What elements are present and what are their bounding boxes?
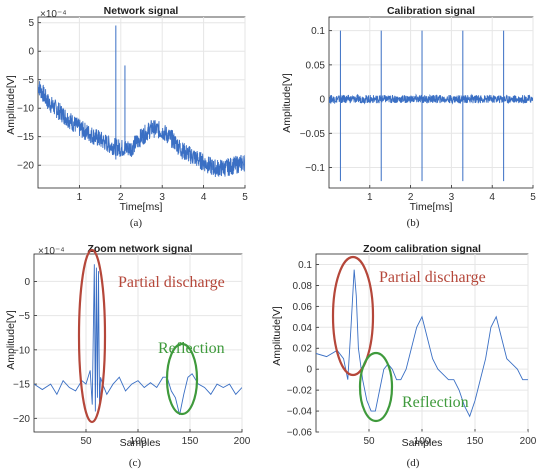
- partial-discharge-ellipse-d: [331, 255, 375, 377]
- reflection-ellipse-d: [358, 351, 394, 423]
- partial-discharge-label-d: Partial discharge: [379, 269, 486, 286]
- panel-c-xtick-label: 150: [182, 436, 199, 447]
- panel-a-ylabel: Amplitude[V]: [5, 75, 17, 135]
- reflection-label-c: Reflection: [158, 340, 225, 357]
- panel-b-ytick-label: 0.05: [306, 60, 326, 71]
- panel-d-ytick-label: 0.08: [293, 281, 313, 292]
- panel-d-signal: [316, 269, 528, 418]
- panel-a-exponent: ×10⁻⁴: [40, 9, 67, 20]
- panel-d-ytick-label: −0.04: [287, 407, 313, 418]
- panel-a-ytick-label: 5: [28, 18, 34, 29]
- panel-b-ytick-label: −0.05: [300, 129, 326, 140]
- panel-b-frame: [328, 16, 534, 189]
- panel-b-plot: 1 2 3 4 5 0.1 0.05 0 −0.05 −0.1: [300, 16, 536, 203]
- panel-b-xtick-label: 5: [530, 192, 536, 203]
- panel-d-xlabel: Samples: [402, 437, 443, 449]
- panel-d-xtick-label: 200: [520, 436, 537, 447]
- panel-b-ytick-label: −0.1: [305, 163, 325, 174]
- panel-a-xtick-label: 4: [201, 192, 207, 203]
- panel-a: Network signal ×10⁻⁴ Amplitude[V] Time[m…: [5, 5, 248, 229]
- panel-a-title: Network signal: [104, 5, 179, 17]
- panel-a-data: [38, 25, 245, 178]
- panel-b-ytick-label: 0: [319, 95, 325, 106]
- panel-d-ytick-label: −0.06: [287, 428, 313, 439]
- panel-d-ytick-label: 0.1: [298, 260, 312, 271]
- panel-c-ytick-label: −10: [13, 345, 30, 356]
- panel-b-xlabel: Time[ms]: [410, 201, 453, 213]
- panel-c-plot: 50 100 150 200 0 −5 −10 −15 −20: [13, 253, 251, 447]
- panel-d-ytick-label: 0.02: [293, 344, 313, 355]
- panel-b-xtick-label: 1: [367, 192, 373, 203]
- panel-c: Zoom network signal ×10⁻⁴ Amplitude[V] S…: [5, 243, 251, 469]
- panel-c-exponent: ×10⁻⁴: [38, 246, 65, 257]
- reflection-label-d: Reflection: [402, 394, 469, 411]
- panel-d: Zoom calibration signal Amplitude[V] Sam…: [271, 243, 537, 469]
- panel-c-xtick-label: 100: [130, 436, 147, 447]
- panel-c-ytick-label: −5: [19, 311, 31, 322]
- annotations: Partial discharge Reflection Partial dis…: [77, 248, 486, 424]
- panel-a-caption: (a): [130, 217, 143, 229]
- panel-b-xtick-label: 3: [449, 192, 455, 203]
- panel-d-ytick-label: 0.06: [293, 302, 313, 313]
- panel-b: Calibration signal Amplitude[V] Time[ms]…: [281, 5, 536, 229]
- panel-b-data: [329, 30, 533, 182]
- panel-c-ytick-label: 0: [24, 277, 30, 288]
- panel-d-data: [316, 269, 528, 418]
- panel-d-xtick-label: 150: [467, 436, 484, 447]
- panel-b-ylabel: Amplitude[V]: [281, 73, 293, 133]
- panel-a-ytick-label: −10: [17, 104, 34, 115]
- panel-a-xtick-label: 2: [118, 192, 124, 203]
- panel-d-xtick-label: 100: [414, 436, 431, 447]
- panel-a-xtick-label: 1: [77, 192, 83, 203]
- panel-c-caption: (c): [129, 457, 142, 469]
- panel-d-ytick-label: −0.02: [287, 386, 313, 397]
- panel-a-xtick-label: 5: [242, 192, 248, 203]
- panel-d-title: Zoom calibration signal: [363, 243, 481, 255]
- panel-a-ytick-label: −5: [23, 75, 35, 86]
- panel-a-ytick-label: −15: [17, 132, 34, 143]
- panel-c-title: Zoom network signal: [87, 243, 192, 255]
- panel-b-signal: [329, 93, 533, 105]
- panel-b-ytick-label: 0.1: [311, 26, 325, 37]
- panel-b-title: Calibration signal: [387, 5, 475, 17]
- panel-d-xtick-label: 50: [363, 436, 375, 447]
- panel-d-caption: (d): [407, 457, 420, 469]
- panel-c-ylabel: Amplitude[V]: [5, 310, 17, 370]
- partial-discharge-label-c: Partial discharge: [118, 274, 225, 291]
- panel-b-caption: (b): [407, 217, 420, 229]
- panel-a-plot: 1 2 3 4 5 5 0 −5 −10 −15 −20: [17, 16, 248, 203]
- panel-b-xtick-label: 4: [489, 192, 495, 203]
- partial-discharge-ellipse-c: [77, 248, 107, 424]
- panel-d-plot: 50 100 150 200 0.1 0.08 0.06 0.04 0.02 0 −0.02 −0.0…: [287, 253, 537, 447]
- panel-d-ylabel: Amplitude[V]: [271, 306, 283, 366]
- panel-a-ytick-label: 0: [28, 47, 34, 58]
- panel-d-ytick-label: 0: [306, 365, 312, 376]
- panel-c-ytick-label: −20: [13, 414, 30, 425]
- panel-a-xlabel: Time[ms]: [120, 201, 163, 213]
- panel-a-ytick-label: −20: [17, 161, 34, 172]
- panel-d-ytick-label: 0.04: [293, 323, 313, 334]
- panel-c-xlabel: Samples: [120, 437, 161, 449]
- panel-c-xtick-label: 200: [234, 436, 251, 447]
- reflection-ellipse-c: [165, 342, 199, 416]
- panel-a-signal: [38, 81, 245, 178]
- panel-c-ytick-label: −15: [13, 380, 30, 391]
- panel-c-xtick-label: 50: [80, 436, 92, 447]
- panel-a-xtick-label: 3: [159, 192, 165, 203]
- panel-b-xtick-label: 2: [408, 192, 414, 203]
